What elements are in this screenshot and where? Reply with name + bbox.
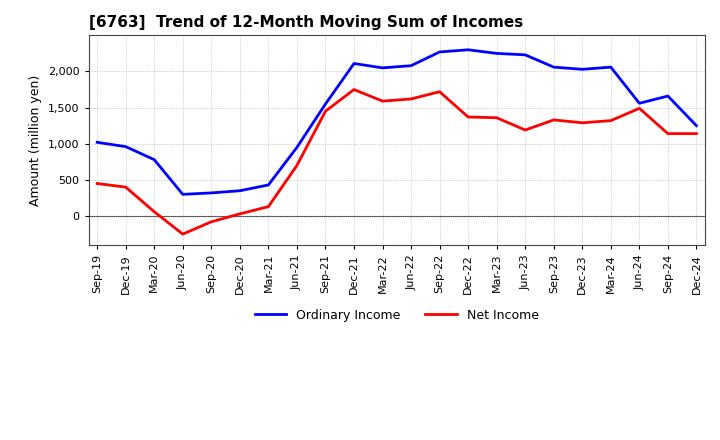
Net Income [464,114,472,120]
Net Income [635,106,644,111]
Ordinary Income [692,123,701,128]
Net Income [664,131,672,136]
Net Income [150,209,158,214]
Net Income [264,204,273,209]
Net Income [407,96,415,102]
Ordinary Income [549,65,558,70]
Ordinary Income [492,51,501,56]
Line: Ordinary Income: Ordinary Income [97,50,696,194]
Net Income [436,89,444,94]
Ordinary Income [378,65,387,70]
Net Income [606,118,615,123]
Net Income [93,181,102,186]
Ordinary Income [150,157,158,162]
Ordinary Income [521,52,529,58]
Ordinary Income [635,101,644,106]
Net Income [350,87,359,92]
Y-axis label: Amount (million yen): Amount (million yen) [30,74,42,206]
Net Income [492,115,501,121]
Net Income [692,131,701,136]
Net Income [207,219,215,224]
Ordinary Income [606,65,615,70]
Net Income [122,184,130,190]
Ordinary Income [122,144,130,149]
Net Income [292,163,301,168]
Ordinary Income [264,182,273,187]
Text: [6763]  Trend of 12-Month Moving Sum of Incomes: [6763] Trend of 12-Month Moving Sum of I… [89,15,523,30]
Net Income [578,120,587,125]
Net Income [179,231,187,237]
Ordinary Income [292,145,301,150]
Ordinary Income [207,190,215,195]
Ordinary Income [436,49,444,55]
Ordinary Income [235,188,244,194]
Ordinary Income [464,47,472,52]
Line: Net Income: Net Income [97,90,696,234]
Ordinary Income [407,63,415,68]
Net Income [321,109,330,114]
Ordinary Income [350,61,359,66]
Net Income [549,117,558,123]
Ordinary Income [93,139,102,145]
Net Income [521,128,529,133]
Ordinary Income [664,93,672,99]
Net Income [235,211,244,216]
Net Income [378,99,387,104]
Ordinary Income [179,192,187,197]
Ordinary Income [578,67,587,72]
Legend: Ordinary Income, Net Income: Ordinary Income, Net Income [250,304,544,327]
Ordinary Income [321,101,330,106]
